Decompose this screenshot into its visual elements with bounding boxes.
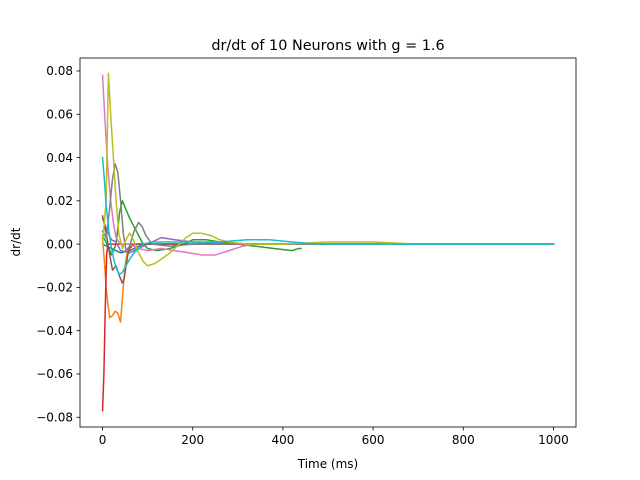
y-tick-label: 0.06 bbox=[46, 107, 73, 121]
x-axis-label: Time (ms) bbox=[297, 457, 359, 471]
plot-area bbox=[79, 57, 577, 428]
y-tick-label: −0.08 bbox=[36, 410, 73, 424]
y-axis: −0.08 −0.06 −0.04 −0.02 0.00 0.02 0.04 0.06 0.08 bbox=[36, 64, 80, 424]
y-tick-label: 0.02 bbox=[46, 194, 73, 208]
y-tick-label: −0.04 bbox=[36, 324, 73, 338]
series-layer bbox=[101, 72, 555, 412]
series-line-10 bbox=[101, 156, 555, 276]
series-line-8 bbox=[101, 163, 555, 252]
y-tick-label: 0.00 bbox=[46, 237, 73, 251]
x-tick-label: 1000 bbox=[538, 433, 569, 447]
axes-frame bbox=[79, 57, 577, 428]
series-line-6 bbox=[101, 215, 555, 284]
series-line-2 bbox=[101, 236, 555, 323]
y-tick-label: 0.08 bbox=[46, 64, 73, 78]
x-axis: 0 200 400 600 800 1000 bbox=[99, 427, 569, 447]
y-tick-label: 0.04 bbox=[46, 151, 73, 165]
y-tick-label: −0.02 bbox=[36, 281, 73, 295]
series-line-7 bbox=[101, 74, 555, 256]
x-tick-label: 800 bbox=[452, 433, 475, 447]
x-tick-label: 400 bbox=[271, 433, 294, 447]
x-tick-label: 200 bbox=[181, 433, 204, 447]
y-axis-label: dr/dt bbox=[9, 227, 23, 256]
x-tick-label: 600 bbox=[362, 433, 385, 447]
x-tick-label: 0 bbox=[99, 433, 107, 447]
series-line-9 bbox=[101, 72, 555, 267]
chart-title: dr/dt of 10 Neurons with g = 1.6 bbox=[211, 38, 444, 54]
y-tick-label: −0.06 bbox=[36, 367, 73, 381]
